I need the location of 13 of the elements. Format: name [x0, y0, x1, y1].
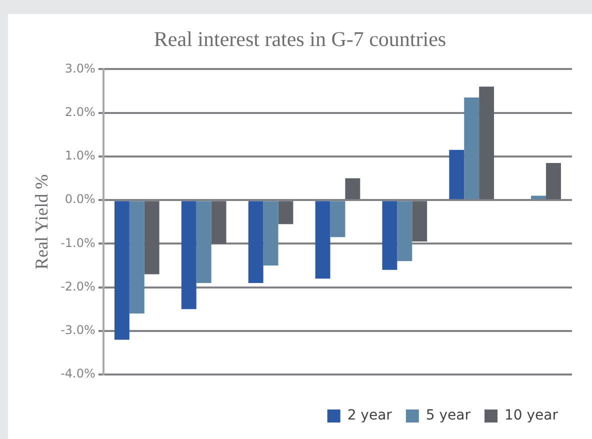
- legend-label: 2 year: [347, 408, 392, 424]
- y-tick-label: -2.0%: [60, 279, 96, 294]
- y-tick-label: 0.0%: [64, 192, 96, 206]
- y-tick-label: 3.0%: [64, 61, 96, 76]
- y-tick-label: -3.0%: [60, 323, 96, 338]
- y-tick-label: 2.0%: [64, 104, 96, 119]
- legend-label: 5 year: [426, 408, 471, 424]
- y-axis-title: Real Yield %: [32, 174, 52, 270]
- y-tick-label: -4.0%: [60, 366, 96, 381]
- legend-label: 10 year: [504, 408, 558, 424]
- chart-title: Real interest rates in G-7 countries: [154, 27, 446, 52]
- y-tick-label: -1.0%: [60, 236, 96, 250]
- y-tick-label: 1.0%: [64, 148, 96, 163]
